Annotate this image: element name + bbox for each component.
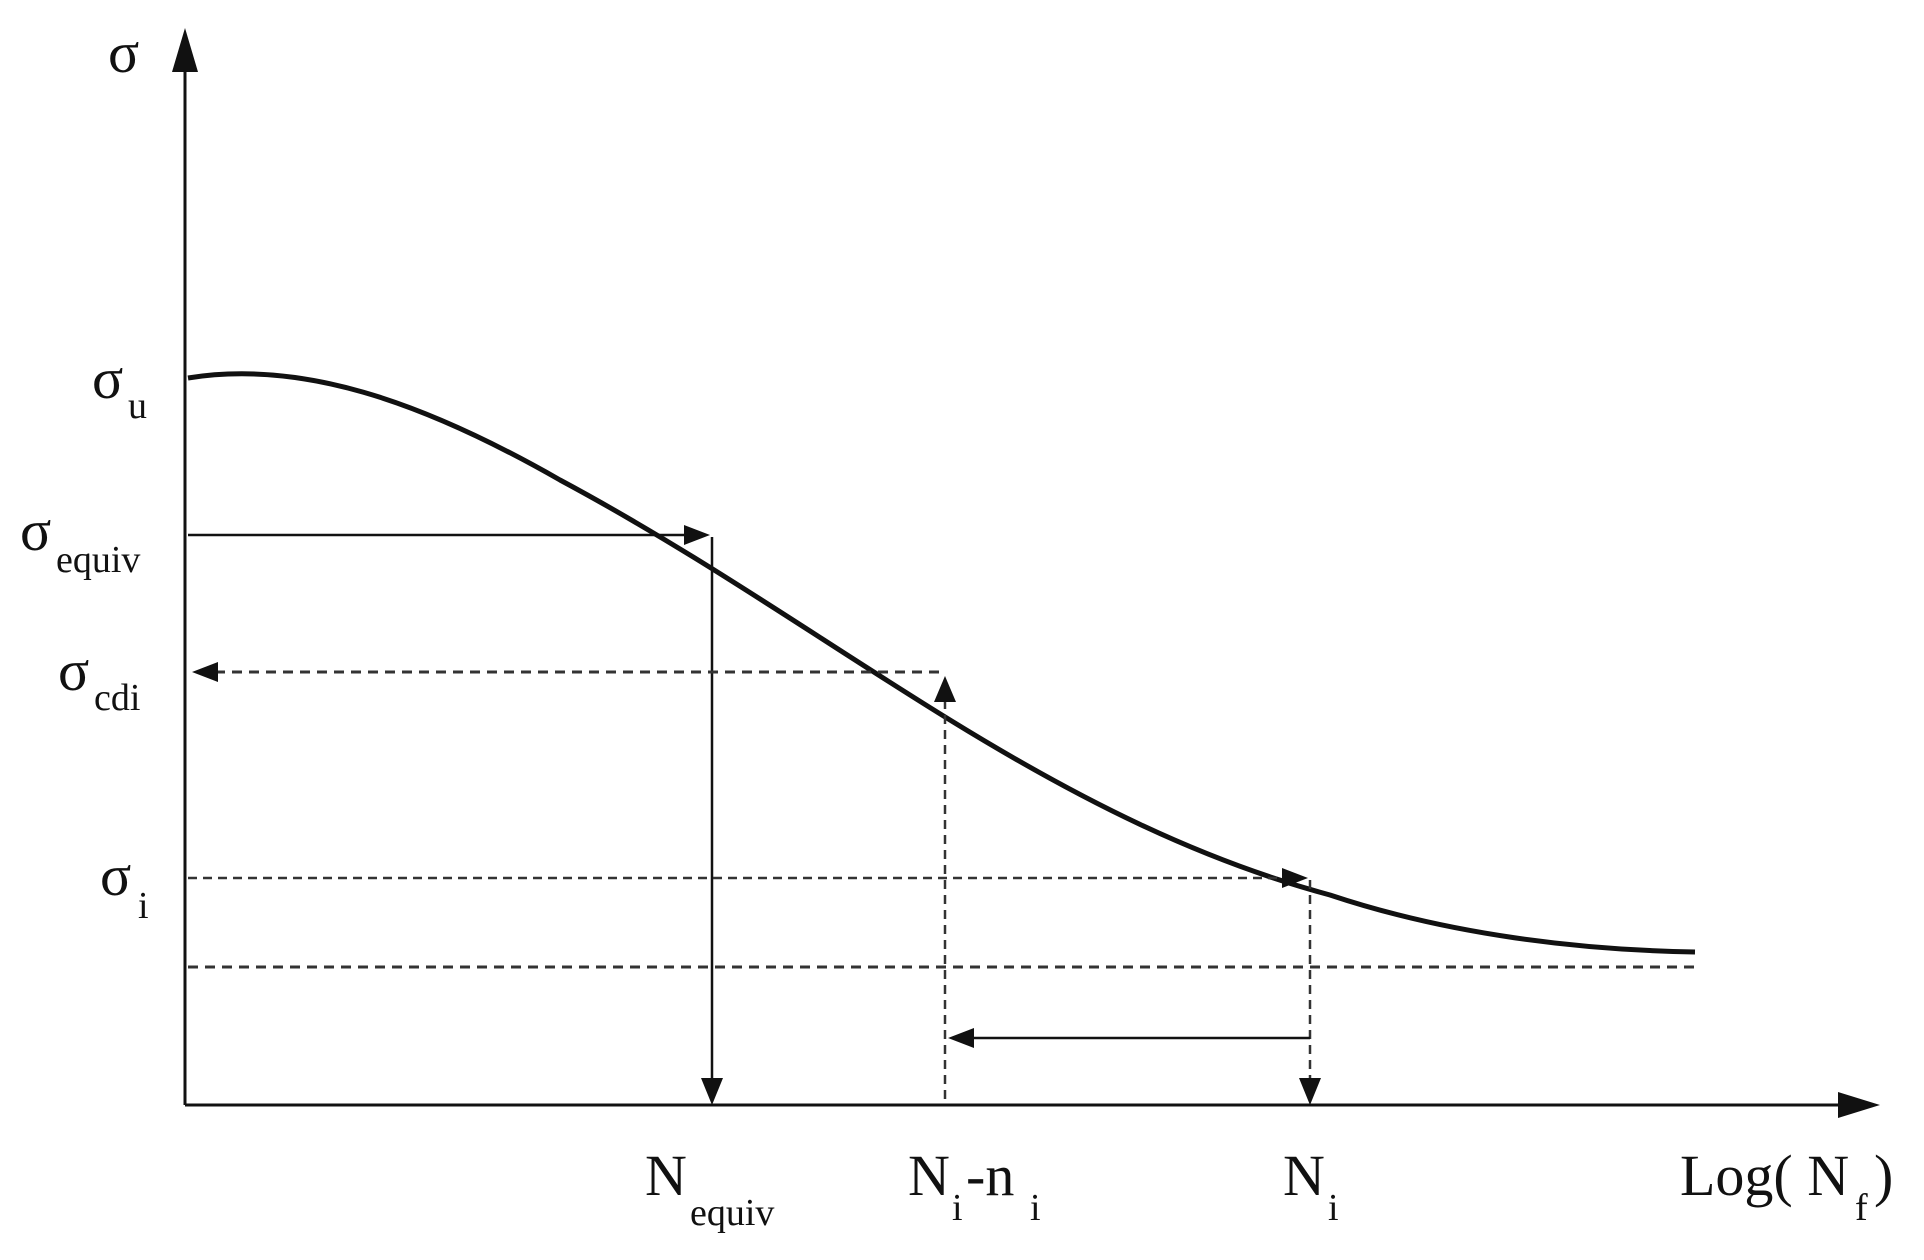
sigma-cdi-arrowhead <box>192 662 218 682</box>
svg-text:f: f <box>1855 1187 1868 1229</box>
label-n-i: N i <box>1283 1143 1339 1229</box>
shift-arrowhead <box>948 1028 974 1048</box>
label-sigma-i: σ i <box>100 843 149 927</box>
svg-text:σ: σ <box>92 346 123 411</box>
svg-text:Log( N: Log( N <box>1680 1143 1849 1208</box>
n-equiv-arrowhead <box>701 1078 723 1105</box>
y-axis-arrowhead <box>172 28 198 72</box>
svg-text:equiv: equiv <box>690 1192 774 1234</box>
y-axis-label: σ <box>108 20 139 85</box>
label-n-equiv: N equiv <box>645 1143 774 1234</box>
svg-text:i: i <box>1328 1187 1339 1229</box>
svg-text:u: u <box>128 385 147 427</box>
svg-text:-n: -n <box>966 1143 1014 1208</box>
ni-minus-ni-arrowhead <box>934 676 956 702</box>
label-sigma-cdi: σ cdi <box>58 638 140 719</box>
label-sigma-u: σ u <box>92 346 147 427</box>
svg-text:σ: σ <box>58 638 89 703</box>
svg-text:cdi: cdi <box>94 677 140 719</box>
sigma-i-arrowhead <box>1282 868 1308 888</box>
svg-text:): ) <box>1874 1143 1893 1208</box>
svg-text:equiv: equiv <box>56 539 140 581</box>
svg-text:N: N <box>908 1143 950 1208</box>
svg-text:i: i <box>952 1187 963 1229</box>
svg-text:N: N <box>645 1143 687 1208</box>
svg-text:σ: σ <box>100 843 131 908</box>
sn-curve <box>187 371 1696 955</box>
svg-text:i: i <box>138 885 149 927</box>
n-i-arrowhead <box>1299 1078 1321 1105</box>
label-ni-minus-ni: N i -n i <box>908 1143 1041 1229</box>
svg-text:N: N <box>1283 1143 1325 1208</box>
svg-text:i: i <box>1030 1187 1041 1229</box>
x-axis-arrowhead <box>1838 1092 1880 1118</box>
sigma-equiv-arrowhead <box>684 525 710 545</box>
x-axis-label: Log( N f ) <box>1680 1143 1893 1229</box>
label-sigma-equiv: σ equiv <box>20 498 140 581</box>
svg-text:σ: σ <box>20 498 51 563</box>
